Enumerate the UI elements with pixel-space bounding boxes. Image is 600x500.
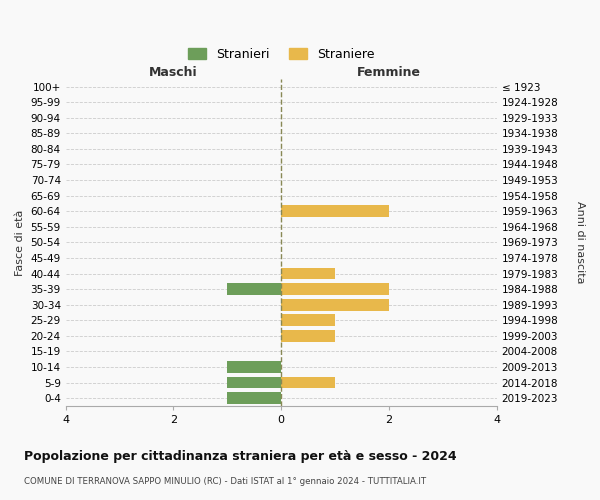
Bar bbox=[227, 361, 281, 373]
Text: Femmine: Femmine bbox=[357, 66, 421, 79]
Bar bbox=[227, 284, 281, 295]
Bar bbox=[281, 284, 389, 295]
Bar bbox=[281, 330, 335, 342]
Y-axis label: Anni di nascita: Anni di nascita bbox=[575, 201, 585, 283]
Y-axis label: Fasce di età: Fasce di età bbox=[15, 209, 25, 276]
Text: Maschi: Maschi bbox=[149, 66, 198, 79]
Bar bbox=[281, 206, 389, 217]
Bar bbox=[281, 314, 335, 326]
Bar bbox=[227, 392, 281, 404]
Bar bbox=[281, 377, 335, 388]
Bar bbox=[281, 299, 389, 310]
Legend: Stranieri, Straniere: Stranieri, Straniere bbox=[182, 42, 380, 66]
Bar bbox=[227, 377, 281, 388]
Text: COMUNE DI TERRANOVA SAPPO MINULIO (RC) - Dati ISTAT al 1° gennaio 2024 - TUTTITA: COMUNE DI TERRANOVA SAPPO MINULIO (RC) -… bbox=[24, 478, 426, 486]
Text: Popolazione per cittadinanza straniera per età e sesso - 2024: Popolazione per cittadinanza straniera p… bbox=[24, 450, 457, 463]
Bar bbox=[281, 268, 335, 280]
